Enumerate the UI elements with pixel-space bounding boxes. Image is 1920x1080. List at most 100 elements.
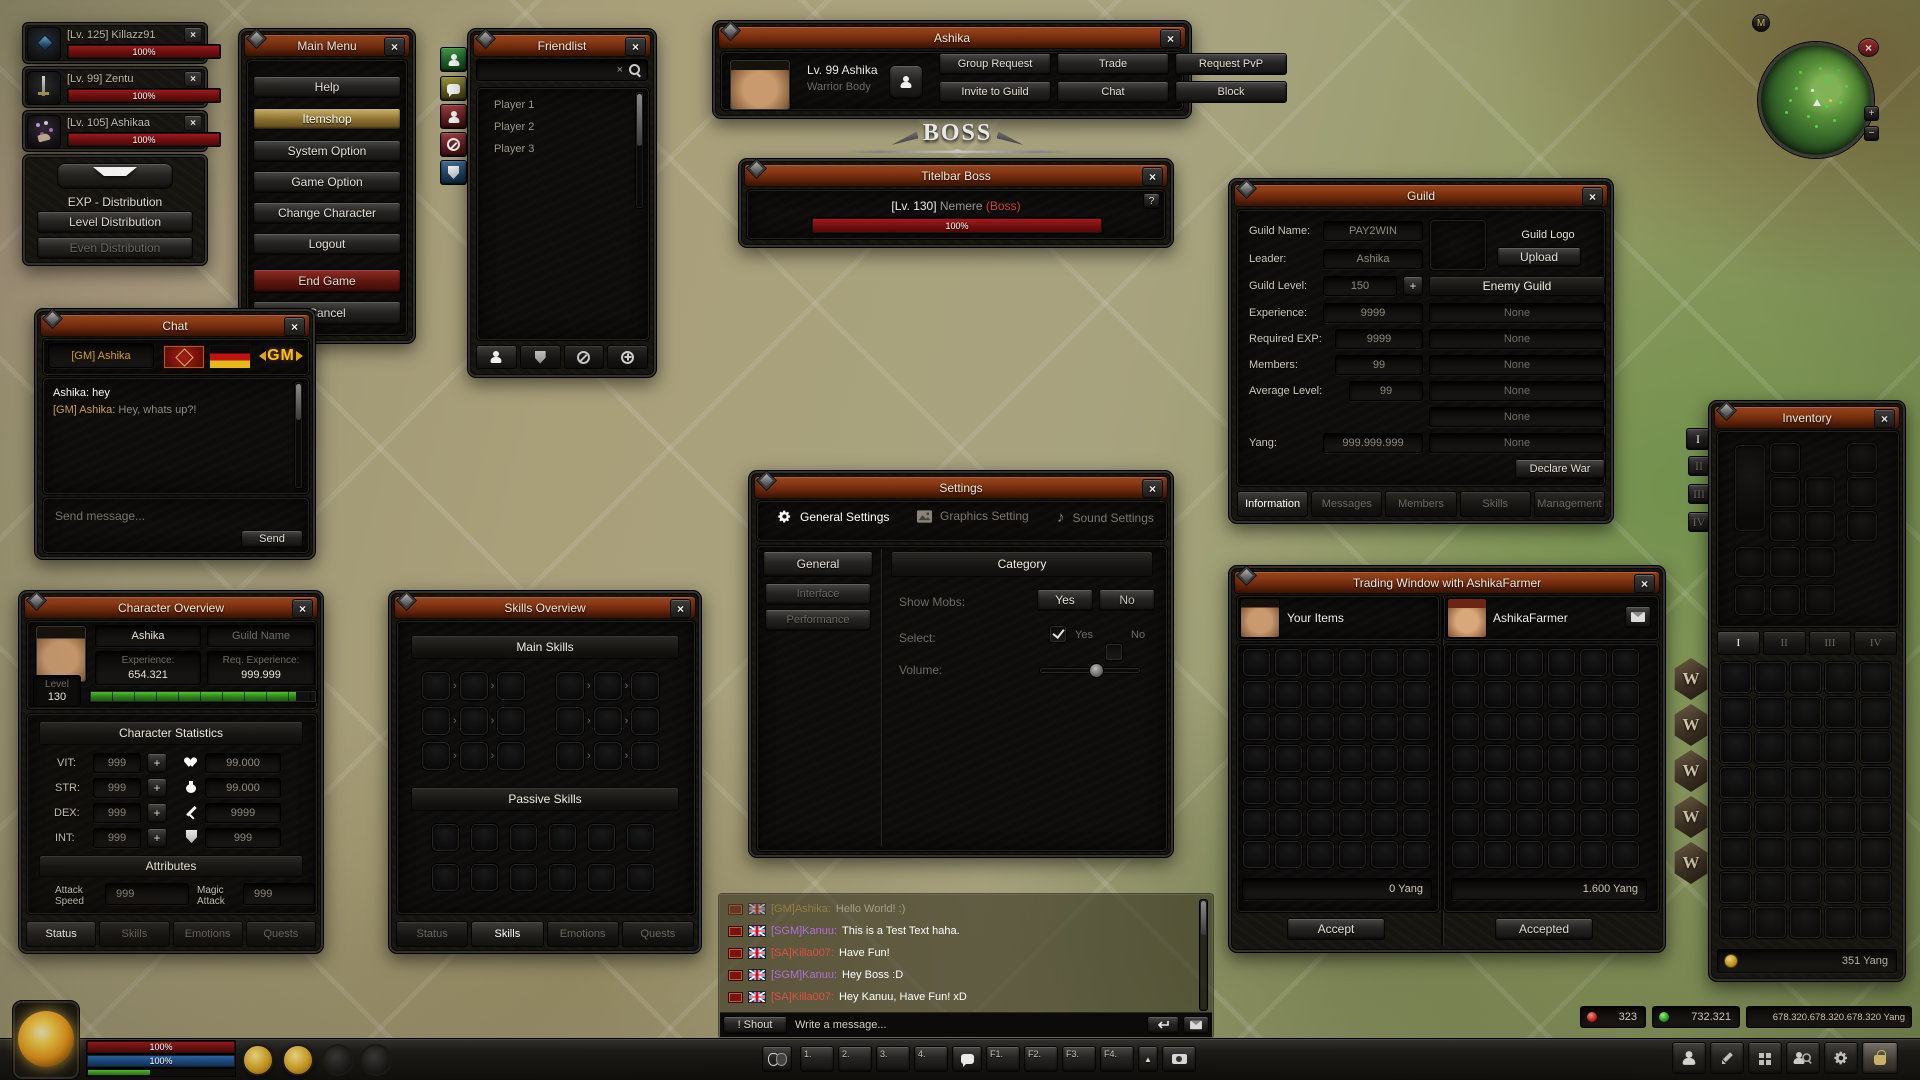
trade-button[interactable]: Trade bbox=[1057, 53, 1169, 75]
fkey-slot-4[interactable]: F4. bbox=[1100, 1046, 1134, 1072]
menu-change-character-button[interactable]: Change Character bbox=[253, 202, 401, 224]
item-slot[interactable] bbox=[1754, 836, 1787, 869]
minimap-zoom-out-button[interactable]: − bbox=[1864, 126, 1879, 141]
skill-slot[interactable] bbox=[458, 741, 489, 771]
item-slot[interactable] bbox=[548, 823, 577, 852]
item-slot[interactable] bbox=[1451, 744, 1480, 773]
item-slot[interactable] bbox=[1859, 661, 1892, 694]
menu-system-option-button[interactable]: System Option bbox=[253, 140, 401, 162]
item-slot[interactable] bbox=[1824, 801, 1857, 834]
item-slot[interactable] bbox=[470, 863, 499, 892]
item-slot[interactable] bbox=[1242, 712, 1271, 741]
stat-plus-button[interactable]: + bbox=[147, 753, 167, 773]
chat-input[interactable]: Write a message... bbox=[795, 1019, 887, 1031]
tab-general-settings[interactable]: General Settings bbox=[777, 509, 889, 524]
item-slot[interactable] bbox=[1579, 680, 1608, 709]
item-slot[interactable] bbox=[626, 863, 655, 892]
equip-page-1-tab[interactable]: I bbox=[1686, 428, 1710, 450]
enemy-guild-slot[interactable]: None bbox=[1429, 433, 1605, 453]
tab-blocked[interactable] bbox=[563, 345, 605, 369]
settings-side-performance[interactable]: Performance bbox=[765, 609, 871, 631]
item-slot[interactable] bbox=[1547, 776, 1576, 805]
item-slot[interactable] bbox=[431, 823, 460, 852]
friend-chat-button[interactable] bbox=[440, 76, 467, 101]
friend-list-item[interactable]: Player 1 bbox=[494, 99, 535, 111]
item-slot[interactable] bbox=[1859, 731, 1892, 764]
item-slot[interactable] bbox=[1242, 776, 1271, 805]
item-slot[interactable] bbox=[1370, 744, 1399, 773]
skill-slot[interactable] bbox=[496, 741, 527, 771]
item-slot[interactable] bbox=[1547, 808, 1576, 837]
stat-plus-button[interactable]: + bbox=[147, 778, 167, 798]
group-request-button[interactable]: Group Request bbox=[939, 53, 1051, 75]
volume-knob[interactable] bbox=[1089, 663, 1104, 678]
item-slot[interactable] bbox=[1789, 731, 1822, 764]
itemshop-button[interactable] bbox=[1862, 1042, 1898, 1074]
edit-button[interactable] bbox=[1710, 1042, 1744, 1074]
item-slot[interactable] bbox=[1274, 776, 1303, 805]
item-slot[interactable] bbox=[1719, 836, 1752, 869]
item-slot[interactable] bbox=[1754, 801, 1787, 834]
weapon-slot[interactable] bbox=[1734, 444, 1766, 532]
helmet-slot[interactable] bbox=[1769, 442, 1801, 474]
item-slot[interactable] bbox=[1306, 840, 1335, 869]
item-slot[interactable] bbox=[1579, 840, 1608, 869]
tab-skills[interactable]: Skills bbox=[471, 921, 544, 947]
item-slot[interactable] bbox=[1611, 744, 1640, 773]
item-slot[interactable] bbox=[587, 863, 616, 892]
tab-quests[interactable]: Quests bbox=[621, 921, 694, 947]
item-slot[interactable] bbox=[1402, 680, 1431, 709]
buff-slot-empty[interactable] bbox=[322, 1044, 354, 1076]
tab-guild-messages[interactable]: Messages bbox=[1311, 491, 1383, 517]
party-member-name[interactable]: [Lv. 125] Killazz91 bbox=[67, 29, 156, 41]
item-slot[interactable] bbox=[1754, 871, 1787, 904]
enemy-guild-slot[interactable]: None bbox=[1429, 329, 1605, 349]
item-slot[interactable] bbox=[1611, 712, 1640, 741]
skill-slot[interactable] bbox=[592, 706, 623, 736]
equip-slot[interactable] bbox=[1804, 584, 1836, 616]
close-icon[interactable]: × bbox=[384, 37, 405, 56]
skill-slot[interactable] bbox=[496, 706, 527, 736]
collapse-party-button[interactable] bbox=[57, 163, 173, 189]
item-slot[interactable] bbox=[1789, 906, 1822, 939]
item-slot[interactable] bbox=[1754, 696, 1787, 729]
item-slot[interactable] bbox=[1483, 744, 1512, 773]
item-slot[interactable] bbox=[1789, 871, 1822, 904]
item-slot[interactable] bbox=[1719, 871, 1752, 904]
item-slot[interactable] bbox=[1579, 744, 1608, 773]
item-slot[interactable] bbox=[1306, 776, 1335, 805]
item-slot[interactable] bbox=[1306, 712, 1335, 741]
friend-list-item[interactable]: Player 2 bbox=[494, 121, 535, 133]
emblem-w-button[interactable]: W bbox=[1674, 796, 1708, 838]
boss-help-button[interactable]: ? bbox=[1143, 193, 1160, 209]
menu-help-button[interactable]: Help bbox=[253, 76, 401, 98]
send-chat-button[interactable] bbox=[1147, 1016, 1179, 1034]
item-slot[interactable] bbox=[1402, 840, 1431, 869]
camera-button[interactable] bbox=[1162, 1046, 1196, 1072]
item-slot[interactable] bbox=[1451, 776, 1480, 805]
item-slot[interactable] bbox=[1274, 648, 1303, 677]
bracelet-slot[interactable] bbox=[1804, 510, 1836, 542]
quickslot-2[interactable]: 2. bbox=[838, 1046, 872, 1072]
item-slot[interactable] bbox=[1719, 731, 1752, 764]
emotes-button[interactable] bbox=[762, 1046, 792, 1072]
search-icon[interactable] bbox=[629, 64, 641, 76]
item-slot[interactable] bbox=[1824, 871, 1857, 904]
tab-graphics-settings[interactable]: Graphics Setting bbox=[917, 509, 1029, 523]
skill-slot[interactable] bbox=[630, 671, 661, 701]
item-slot[interactable] bbox=[1483, 712, 1512, 741]
inventory-page-2-tab[interactable]: II bbox=[1762, 631, 1806, 655]
chat-scrollbar[interactable] bbox=[294, 381, 303, 489]
close-icon[interactable]: × bbox=[1160, 29, 1181, 48]
item-slot[interactable] bbox=[1789, 766, 1822, 799]
settings-side-interface[interactable]: Interface bbox=[765, 583, 871, 605]
item-slot[interactable] bbox=[509, 823, 538, 852]
item-slot[interactable] bbox=[1338, 840, 1367, 869]
fkey-slot-1[interactable]: F1. bbox=[986, 1046, 1020, 1072]
mail-button[interactable] bbox=[1183, 1016, 1209, 1034]
tab-emotions[interactable]: Emotions bbox=[172, 921, 243, 947]
item-slot[interactable] bbox=[1370, 808, 1399, 837]
item-slot[interactable] bbox=[1515, 776, 1544, 805]
item-slot[interactable] bbox=[1789, 801, 1822, 834]
shop-grid-button[interactable] bbox=[1748, 1042, 1782, 1074]
